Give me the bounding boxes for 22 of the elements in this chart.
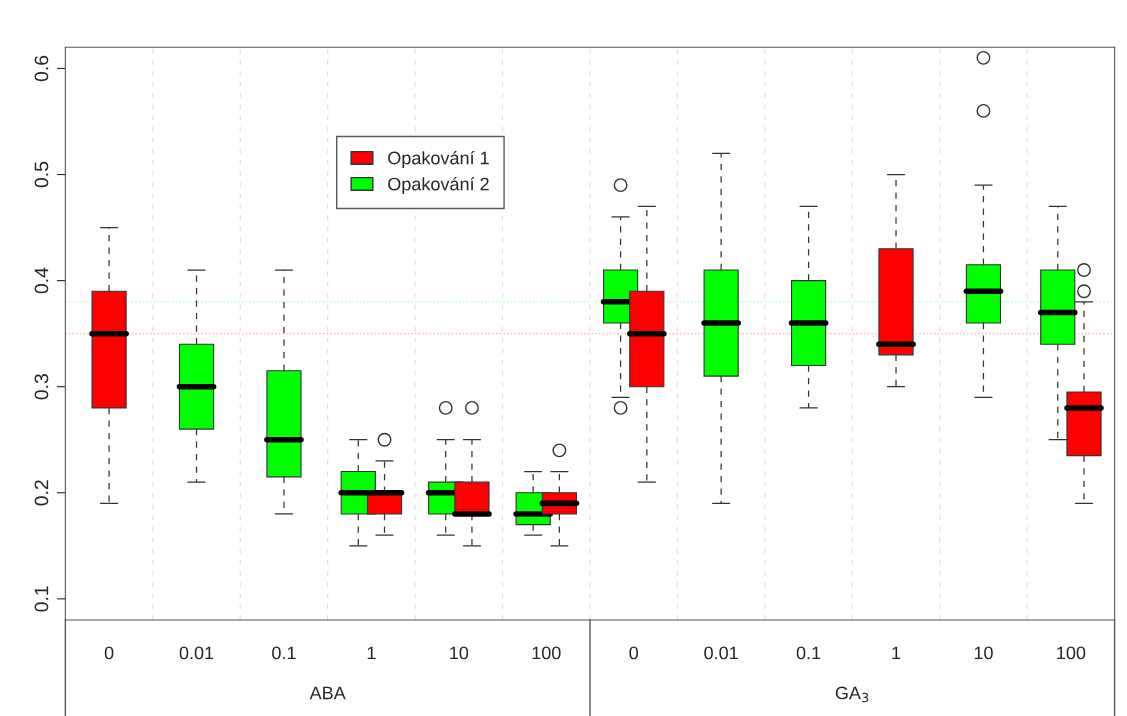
x-tick-label: 0	[104, 646, 114, 660]
x-tick-label: 1	[892, 646, 901, 660]
y-tick-label: 0.1	[34, 586, 49, 612]
x-tick-label: 0.01	[179, 646, 214, 660]
x-tick-label: 10	[974, 646, 993, 660]
legend-label: Opakování 1	[388, 150, 489, 168]
text: GA$_{3}$	[835, 686, 869, 703]
x-tick-label: 100	[1057, 646, 1086, 660]
x-tick-label: 0.1	[272, 646, 296, 660]
x-tick-label: 1	[367, 646, 376, 660]
legend-label: Opakování 2	[388, 176, 489, 195]
y-tick-label: 0.2	[34, 480, 49, 506]
y-tick-label: 0.5	[34, 161, 49, 188]
x-tick-label: 100	[532, 646, 561, 660]
x-tick-label: 0.01	[704, 646, 738, 660]
x-tick-label: 0.1	[796, 646, 821, 660]
y-tick-label: 0.4	[34, 267, 49, 294]
y-tick-label: 0.3	[34, 374, 49, 400]
y-tick-label: 0.6	[34, 55, 49, 82]
x-tick-label: 10	[450, 646, 469, 660]
x-tick-label: 0	[629, 646, 639, 660]
text: ABA	[309, 686, 346, 700]
